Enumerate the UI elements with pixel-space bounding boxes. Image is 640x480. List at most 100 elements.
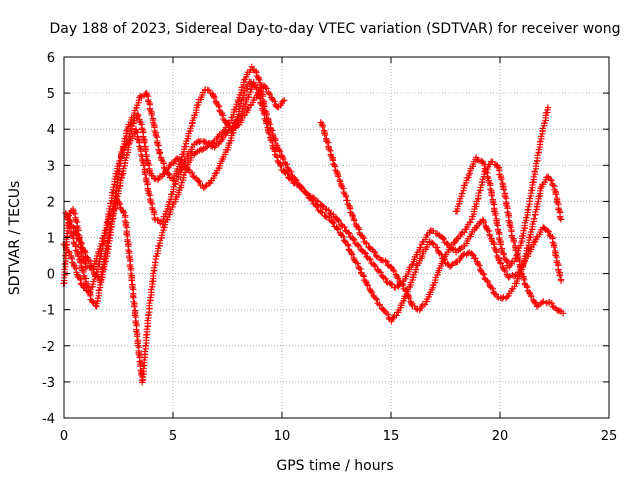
data-point	[467, 219, 474, 226]
data-point	[140, 134, 147, 142]
data-point	[329, 218, 336, 226]
y-tick-label: 5	[47, 87, 55, 102]
data-point	[557, 216, 565, 223]
data-point	[556, 272, 564, 279]
data-point	[440, 235, 447, 243]
data-point	[484, 277, 491, 285]
data-point	[164, 170, 172, 177]
data-point	[341, 238, 349, 245]
data-point	[65, 248, 73, 255]
data-point	[383, 278, 390, 286]
data-point	[141, 348, 149, 355]
data-point	[279, 98, 286, 105]
data-point	[479, 270, 487, 277]
x-tick-label: 20	[492, 429, 509, 444]
data-point	[141, 171, 149, 178]
data-point	[138, 379, 146, 386]
data-point	[265, 130, 273, 137]
data-point	[363, 279, 370, 286]
data-point	[555, 267, 562, 275]
data-point	[330, 219, 337, 227]
data-point	[334, 225, 341, 232]
data-point	[123, 127, 130, 134]
data-point	[383, 258, 390, 265]
data-point	[265, 90, 273, 97]
data-point	[492, 211, 499, 219]
data-point	[128, 277, 135, 284]
data-point	[266, 91, 274, 98]
data-point	[335, 226, 342, 233]
data-point	[151, 127, 158, 135]
data-point	[361, 249, 368, 256]
data-point	[429, 240, 437, 247]
data-point	[120, 208, 127, 215]
data-point	[321, 131, 329, 139]
data-point	[554, 199, 561, 206]
data-point	[497, 241, 504, 248]
data-point	[76, 259, 84, 266]
tick-labels: 0 5 10 15 20 25 -4 -3 -2 -1 0 1 2 3 4 5 6	[42, 51, 617, 444]
y-tick-label: -3	[42, 376, 55, 391]
y-tick-label: 2	[47, 195, 55, 210]
data-point	[491, 290, 498, 297]
y-tick-label: 1	[47, 232, 55, 247]
data-point	[382, 275, 389, 282]
data-point	[188, 169, 196, 177]
data-point	[205, 180, 213, 187]
data-point	[211, 94, 218, 101]
data-point	[469, 251, 476, 258]
data-point	[350, 236, 358, 244]
data-point	[143, 325, 151, 333]
data-point	[479, 159, 487, 167]
data-point	[192, 149, 200, 157]
data-point	[272, 140, 280, 148]
data-point	[131, 303, 138, 310]
data-point	[345, 229, 352, 236]
data-point	[134, 136, 142, 143]
data-point	[81, 273, 88, 281]
data-point	[309, 194, 317, 201]
data-point	[310, 194, 318, 202]
data-point	[555, 206, 562, 213]
data-point	[279, 154, 286, 162]
data-point	[118, 171, 126, 179]
data-point	[498, 295, 506, 302]
data-point	[338, 183, 346, 191]
data-point	[143, 91, 151, 98]
data-point	[384, 311, 392, 318]
data-point	[154, 140, 161, 148]
data-point	[408, 261, 416, 269]
data-point	[313, 197, 321, 205]
data-point	[325, 207, 333, 214]
data-point	[472, 254, 479, 262]
data-point	[382, 257, 389, 265]
data-point	[335, 217, 343, 225]
data-point	[248, 63, 255, 71]
data-point	[354, 242, 362, 249]
data-point	[62, 242, 69, 249]
data-point	[500, 186, 508, 193]
data-point	[459, 252, 466, 259]
x-tick-label: 15	[383, 429, 400, 444]
data-point	[146, 168, 153, 176]
data-point	[287, 176, 295, 183]
data-point	[199, 146, 206, 154]
data-point	[283, 161, 291, 168]
data-point	[549, 182, 557, 189]
data-point	[489, 285, 497, 293]
data-point	[290, 179, 297, 187]
data-point	[322, 213, 329, 220]
x-tick-label: 5	[169, 429, 177, 444]
data-point	[402, 287, 410, 294]
data-point	[363, 280, 371, 288]
x-axis-title: GPS time / hours	[276, 458, 393, 474]
data-point	[526, 290, 534, 297]
data-point	[346, 230, 353, 237]
data-point	[297, 184, 305, 192]
data-point	[399, 282, 407, 289]
data-point	[145, 311, 152, 319]
data-point	[538, 299, 546, 306]
data-point	[553, 259, 561, 266]
data-point	[545, 228, 552, 236]
